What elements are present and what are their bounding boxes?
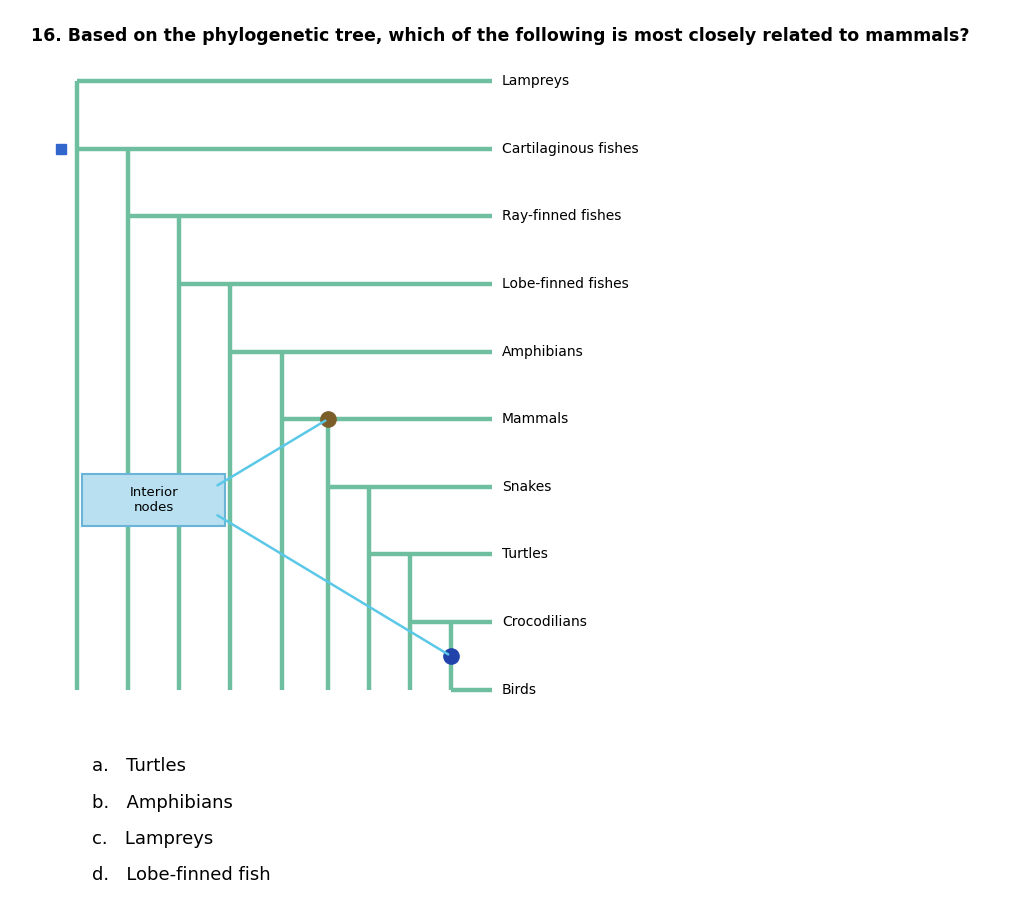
Text: Amphibians: Amphibians bbox=[502, 345, 584, 358]
Text: Interior
nodes: Interior nodes bbox=[129, 486, 178, 514]
Text: Crocodilians: Crocodilians bbox=[502, 615, 587, 629]
Text: c.   Lampreys: c. Lampreys bbox=[92, 830, 213, 848]
Text: 16. Based on the phylogenetic tree, which of the following is most closely relat: 16. Based on the phylogenetic tree, whic… bbox=[31, 27, 970, 45]
Text: b.   Amphibians: b. Amphibians bbox=[92, 794, 233, 812]
Text: Mammals: Mammals bbox=[502, 412, 569, 426]
FancyBboxPatch shape bbox=[82, 474, 225, 526]
Text: Turtles: Turtles bbox=[502, 548, 548, 561]
Text: Ray-finned fishes: Ray-finned fishes bbox=[502, 210, 622, 223]
Text: a.   Turtles: a. Turtles bbox=[92, 757, 186, 775]
Text: Lampreys: Lampreys bbox=[502, 74, 570, 88]
Text: d.   Lobe-finned fish: d. Lobe-finned fish bbox=[92, 866, 270, 884]
Text: Cartilaginous fishes: Cartilaginous fishes bbox=[502, 141, 638, 156]
Text: Snakes: Snakes bbox=[502, 480, 551, 493]
Text: Birds: Birds bbox=[502, 683, 537, 697]
Text: Lobe-finned fishes: Lobe-finned fishes bbox=[502, 277, 629, 291]
